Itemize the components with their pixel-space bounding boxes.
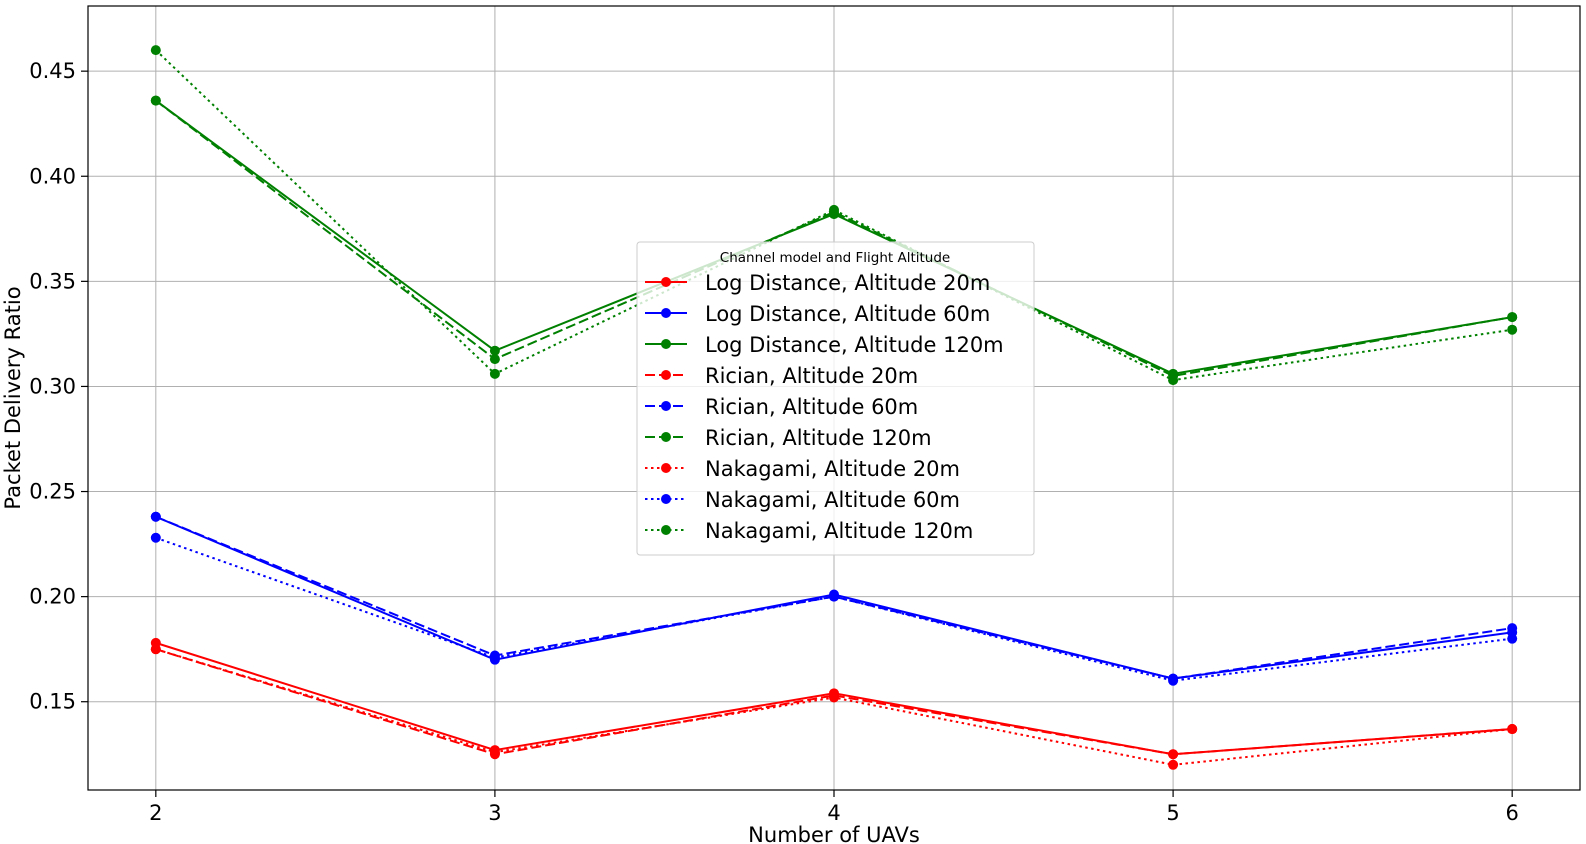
legend-swatch-marker xyxy=(661,401,671,411)
legend-item: Log Distance, Altitude 120m xyxy=(645,333,1004,357)
data-point xyxy=(489,345,500,356)
series-layer xyxy=(150,45,1518,770)
y-tick-label: 0.35 xyxy=(29,269,76,293)
legend-swatch-marker xyxy=(661,525,671,535)
data-point xyxy=(1168,675,1179,686)
legend: Channel model and Flight Altitude Log Di… xyxy=(636,241,1035,556)
x-tick-label: 6 xyxy=(1505,801,1518,825)
ticks: 2 3 4 5 6 0.15 0.20 0.25 0.30 0.35 0.40 0.45 xyxy=(29,59,1519,825)
legend-swatch-marker xyxy=(661,432,671,442)
legend-item: Log Distance, Altitude 20m xyxy=(645,271,990,295)
legend-label: Log Distance, Altitude 120m xyxy=(705,333,1004,357)
data-point xyxy=(489,747,500,758)
legend-swatch-marker xyxy=(661,463,671,473)
legend-swatch-marker xyxy=(661,277,671,287)
data-point xyxy=(829,591,839,602)
y-axis-label: Packet Delivery Ratio xyxy=(1,286,25,509)
x-axis-label: Number of UAVs xyxy=(748,823,920,844)
data-point xyxy=(1507,324,1518,335)
y-tick-label: 0.45 xyxy=(29,59,76,83)
legend-label: Rician, Altitude 120m xyxy=(705,426,932,450)
series-7 xyxy=(150,644,1518,770)
legend-item: Rician, Altitude 120m xyxy=(645,426,932,450)
legend-item: Log Distance, Altitude 60m xyxy=(645,302,990,326)
data-point xyxy=(150,95,161,106)
legend-item: Nakagami, Altitude 60m xyxy=(645,488,960,512)
data-point xyxy=(1507,312,1518,323)
legend-label: Log Distance, Altitude 20m xyxy=(705,271,990,295)
legend-title: Channel model and Flight Altitude xyxy=(720,250,950,266)
legend-label: Rician, Altitude 20m xyxy=(705,364,918,388)
y-tick-label: 0.25 xyxy=(29,480,76,504)
data-point xyxy=(1507,633,1518,644)
data-point xyxy=(150,644,161,655)
x-tick-label: 2 xyxy=(149,801,162,825)
legend-swatch-marker xyxy=(661,370,671,380)
x-tick-label: 4 xyxy=(827,801,840,825)
data-point xyxy=(829,204,839,215)
y-tick-label: 0.30 xyxy=(29,374,76,398)
y-tick-label: 0.40 xyxy=(29,164,76,188)
legend-label: Rician, Altitude 60m xyxy=(705,395,918,419)
data-point xyxy=(150,532,161,543)
series-line xyxy=(155,49,1513,382)
data-point xyxy=(150,511,161,522)
legend-swatch-marker xyxy=(661,339,671,349)
data-point xyxy=(489,354,500,365)
legend-label: Log Distance, Altitude 60m xyxy=(705,302,990,326)
data-point xyxy=(1168,759,1179,770)
series-8 xyxy=(150,532,1518,686)
legend-swatch-marker xyxy=(661,494,671,504)
data-point xyxy=(150,45,161,56)
data-point xyxy=(1168,375,1179,386)
legend-label: Nakagami, Altitude 120m xyxy=(705,519,973,543)
legend-box xyxy=(636,241,1035,556)
data-point xyxy=(1168,749,1179,760)
series-9 xyxy=(150,45,1518,386)
data-point xyxy=(1507,623,1518,634)
x-tick-label: 5 xyxy=(1166,801,1179,825)
data-point xyxy=(829,692,839,703)
legend-swatch-marker xyxy=(661,308,671,318)
data-point xyxy=(489,652,500,663)
legend-item: Rician, Altitude 60m xyxy=(645,395,918,419)
series-line xyxy=(155,99,1513,377)
data-point xyxy=(489,368,500,379)
legend-items: Log Distance, Altitude 20m Log Distance, … xyxy=(645,271,1004,543)
legend-item: Nakagami, Altitude 120m xyxy=(645,519,973,543)
y-tick-label: 0.15 xyxy=(29,690,76,714)
legend-item: Rician, Altitude 20m xyxy=(645,364,918,388)
legend-item: Nakagami, Altitude 20m xyxy=(645,457,960,481)
legend-label: Nakagami, Altitude 60m xyxy=(705,488,960,512)
legend-label: Nakagami, Altitude 20m xyxy=(705,457,960,481)
x-tick-label: 3 xyxy=(488,801,501,825)
series-line xyxy=(155,648,1513,756)
y-tick-label: 0.20 xyxy=(29,585,76,609)
series-line xyxy=(155,515,1513,680)
data-point xyxy=(1507,724,1518,735)
